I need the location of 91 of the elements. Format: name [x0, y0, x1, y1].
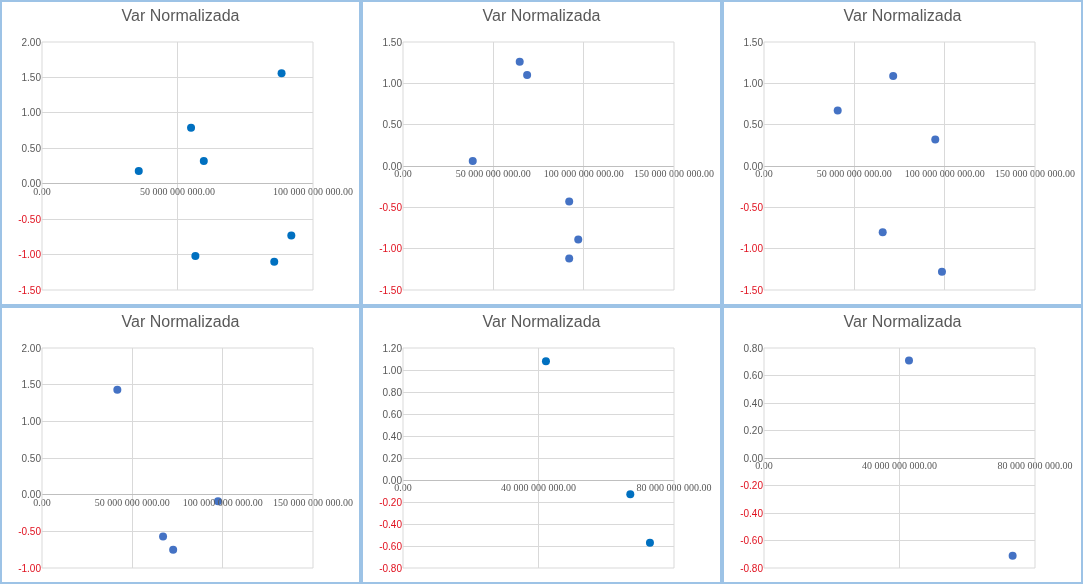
point — [169, 545, 178, 554]
y-tick-label: 0.40 — [382, 430, 403, 442]
y-tick-label: -0.40 — [740, 507, 764, 519]
y-tick-label: -0.20 — [379, 496, 403, 508]
x-tick-label: 50 000 000 000.00 — [816, 168, 892, 179]
point — [523, 71, 532, 80]
y-tick-label: 2.00 — [21, 342, 42, 354]
point — [541, 357, 550, 366]
x-tick-label: 150 000 000 000.00 — [634, 168, 714, 179]
point — [574, 235, 583, 244]
point — [515, 57, 524, 66]
y-tick-label: -1.50 — [379, 284, 403, 296]
y-tick-label: 0.20 — [382, 452, 403, 464]
y-tick-label: -1.00 — [18, 562, 42, 574]
y-tick-label: 2.00 — [21, 36, 42, 48]
y-tick-label: -0.40 — [379, 518, 403, 530]
chart-title: Var Normalizada — [121, 7, 240, 25]
y-tick-label: 0.50 — [21, 142, 42, 154]
point — [287, 231, 296, 240]
x-tick-label: 150 000 000 000.00 — [995, 168, 1075, 179]
y-tick-label: 0.50 — [743, 119, 764, 131]
point — [134, 166, 143, 175]
point — [833, 106, 842, 115]
y-tick-label: -1.50 — [740, 284, 764, 296]
x-tick-label: 80 000 000 000.00 — [997, 460, 1073, 471]
point — [468, 157, 477, 166]
y-tick-label: -0.20 — [740, 480, 764, 491]
point — [878, 228, 887, 237]
y-tick-label: -0.50 — [18, 525, 42, 537]
x-tick-label: 50 000 000 000.00 — [455, 168, 531, 179]
y-tick-label: 1.00 — [743, 77, 764, 89]
point — [565, 197, 574, 206]
point — [159, 532, 168, 541]
point — [937, 267, 946, 276]
point — [277, 69, 286, 78]
y-tick-label: -0.80 — [740, 562, 764, 574]
x-tick-label: 0.00 — [394, 482, 412, 493]
x-tick-label: 80 000 000 000.00 — [636, 482, 712, 493]
y-tick-label: 1.00 — [382, 364, 403, 376]
x-tick-label: 50 000 000 000.00 — [140, 185, 215, 197]
x-tick-label: 100 000 000 000.00 — [904, 168, 985, 179]
point — [565, 254, 574, 263]
chart-title: Var Normalizada — [843, 313, 962, 331]
point — [191, 251, 200, 260]
y-tick-label: 0.40 — [743, 397, 764, 409]
x-tick-label: 50 000 000 000.00 — [94, 496, 170, 508]
x-tick-label: 40 000 000 000.00 — [862, 460, 937, 471]
y-tick-label: 1.50 — [743, 36, 764, 48]
point — [113, 385, 122, 394]
point — [931, 135, 940, 144]
chart-title: Var Normalizada — [843, 7, 962, 25]
x-tick-label: 0.00 — [755, 168, 773, 179]
y-tick-label: -0.80 — [379, 562, 403, 574]
x-tick-label: 150 000 000 000.00 — [273, 496, 353, 508]
y-tick-label: 0.20 — [743, 425, 764, 436]
point — [187, 123, 196, 132]
chart-title: Var Normalizada — [482, 313, 601, 331]
y-tick-label: -0.50 — [18, 213, 42, 225]
y-tick-label: -0.60 — [740, 535, 764, 546]
y-tick-label: 1.50 — [382, 36, 403, 48]
x-tick-label: 100 000 000 000.00 — [273, 185, 353, 197]
point — [626, 490, 635, 499]
point — [270, 257, 279, 266]
y-tick-label: 1.00 — [21, 415, 42, 427]
point — [199, 157, 208, 166]
x-tick-label: 100 000 000 000.00 — [543, 168, 624, 179]
y-tick-label: 1.00 — [382, 77, 403, 89]
y-tick-label: -0.60 — [379, 540, 403, 552]
y-tick-label: 0.60 — [382, 408, 403, 420]
y-tick-label: -0.50 — [740, 201, 764, 213]
y-tick-label: -1.00 — [379, 243, 403, 255]
y-tick-label: 0.60 — [743, 370, 764, 381]
y-tick-label: -0.50 — [379, 201, 403, 213]
y-tick-label: 0.50 — [21, 452, 42, 464]
x-tick-label: 0.00 — [394, 168, 412, 179]
y-tick-label: 0.80 — [382, 386, 403, 398]
x-tick-label: 0.00 — [755, 460, 773, 471]
y-tick-label: 0.50 — [382, 119, 403, 131]
y-tick-label: 1.50 — [21, 71, 42, 83]
point — [645, 538, 654, 547]
chart-title: Var Normalizada — [482, 7, 601, 25]
x-tick-label: 40 000 000 000.00 — [501, 482, 576, 493]
chart-title: Var Normalizada — [121, 313, 240, 331]
y-tick-label: 1.50 — [21, 379, 42, 391]
y-tick-label: 1.00 — [21, 107, 42, 119]
point — [889, 71, 898, 80]
y-tick-label: 1.20 — [382, 342, 403, 354]
y-tick-label: -1.00 — [18, 249, 42, 261]
y-tick-label: -1.00 — [740, 243, 764, 255]
y-tick-label: 0.80 — [743, 342, 764, 354]
y-tick-label: -1.50 — [18, 284, 42, 296]
